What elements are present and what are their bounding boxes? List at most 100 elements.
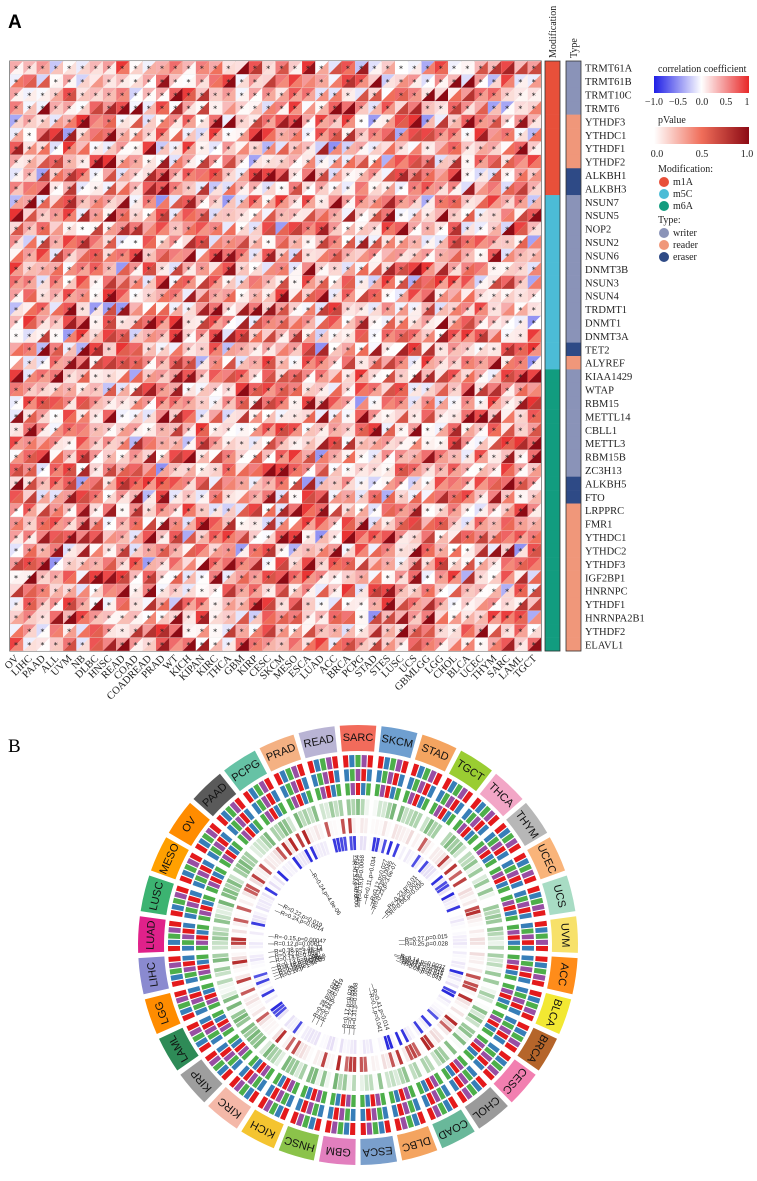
type-annotation-cell xyxy=(566,570,581,585)
heatmap-cell-cor xyxy=(302,114,316,129)
significance-star: * xyxy=(147,252,151,261)
heatmap-cell-p xyxy=(368,141,382,155)
significance-star: * xyxy=(173,386,177,395)
significance-star: * xyxy=(14,172,18,181)
significance-star: * xyxy=(279,427,283,436)
heatmap-cell-p xyxy=(487,128,502,142)
significance-star: * xyxy=(213,614,217,623)
significance-star: * xyxy=(518,413,522,422)
heatmap-cell-p xyxy=(142,114,157,129)
significance-star: * xyxy=(518,494,522,503)
significance-star: * xyxy=(346,373,350,382)
heatmap-cell-cor xyxy=(182,128,196,142)
heatmap-cell-p xyxy=(448,101,462,115)
heatmap-cell-cor xyxy=(434,168,449,182)
heatmap-cell-cor xyxy=(288,61,303,75)
type-annotation-cell xyxy=(566,382,581,397)
heatmap-cell-cor xyxy=(182,154,196,169)
significance-star: * xyxy=(27,467,31,476)
significance-star: * xyxy=(213,440,217,449)
significance-star: * xyxy=(54,185,58,194)
significance-star: * xyxy=(160,507,164,516)
significance-star: * xyxy=(187,158,191,167)
significance-star: * xyxy=(439,64,443,73)
significance-star: * xyxy=(306,520,310,529)
significance-star: * xyxy=(465,333,469,342)
significance-star: * xyxy=(94,494,98,503)
significance-star: * xyxy=(27,574,31,583)
significance-star: * xyxy=(505,601,509,610)
significance-star: * xyxy=(319,78,323,87)
significance-star: * xyxy=(412,91,416,100)
significance-star: * xyxy=(27,453,31,462)
significance-star: * xyxy=(160,440,164,449)
significance-star: * xyxy=(306,614,310,623)
significance-star: * xyxy=(41,319,45,328)
significance-star: * xyxy=(160,453,164,462)
significance-star: * xyxy=(505,266,509,275)
significance-star: * xyxy=(426,333,430,342)
significance-star: * xyxy=(426,480,430,489)
heatmap-cell-p xyxy=(102,61,117,75)
heatmap-cell-p xyxy=(474,74,488,88)
significance-star: * xyxy=(412,507,416,516)
significance-star: * xyxy=(213,359,217,368)
significance-star: * xyxy=(386,574,390,583)
heatmap-cell-cor xyxy=(381,61,395,75)
heatmap-cell-p xyxy=(142,128,157,142)
heatmap-cell-cor xyxy=(434,114,449,129)
significance-star: * xyxy=(306,413,310,422)
significance-star: * xyxy=(120,400,124,409)
significance-star: * xyxy=(187,145,191,154)
significance-star: * xyxy=(412,359,416,368)
heatmap-cell-p xyxy=(302,168,316,182)
significance-star: * xyxy=(253,359,257,368)
significance-star: * xyxy=(319,91,323,100)
significance-star: * xyxy=(386,306,390,315)
significance-star: * xyxy=(54,386,58,395)
significance-star: * xyxy=(319,333,323,342)
type-annotation-cell xyxy=(566,208,581,223)
significance-star: * xyxy=(133,427,137,436)
significance-star: * xyxy=(359,132,363,141)
significance-star: * xyxy=(27,199,31,208)
heatmap-cell-p xyxy=(222,128,236,142)
significance-star: * xyxy=(426,319,430,328)
significance-star: * xyxy=(386,64,390,73)
significance-star: * xyxy=(452,547,456,556)
heatmap-cell-p xyxy=(116,87,130,102)
significance-star: * xyxy=(27,158,31,167)
significance-star: * xyxy=(14,158,18,167)
significance-star: * xyxy=(412,64,416,73)
significance-star: * xyxy=(200,319,204,328)
significance-star: * xyxy=(532,172,536,181)
significance-star: * xyxy=(346,145,350,154)
heatmap-cell-p xyxy=(182,168,196,182)
heatmap-cell-p xyxy=(355,168,369,182)
significance-star: * xyxy=(279,520,283,529)
significance-star: * xyxy=(187,64,191,73)
heatmap-cell-cor xyxy=(368,168,382,182)
significance-star: * xyxy=(94,587,98,596)
heatmap-cell-cor xyxy=(474,114,488,129)
heatmap-cell-p xyxy=(434,74,449,88)
heatmap-cell-p xyxy=(434,114,449,129)
heatmap-cell-p xyxy=(116,114,130,129)
significance-star: * xyxy=(346,118,350,127)
heatmap-cell-p xyxy=(142,141,157,155)
heatmap-cell-cor xyxy=(10,168,24,182)
significance-star: * xyxy=(465,561,469,570)
significance-star: * xyxy=(187,587,191,596)
significance-star: * xyxy=(14,520,18,529)
heatmap-cell-p xyxy=(275,74,289,88)
heatmap-cell-p xyxy=(235,61,249,75)
significance-star: * xyxy=(266,413,270,422)
significance-star: * xyxy=(372,440,376,449)
significance-star: * xyxy=(54,91,58,100)
significance-star: * xyxy=(399,252,403,261)
significance-star: * xyxy=(465,400,469,409)
heatmap-cell-p xyxy=(102,128,117,142)
significance-star: * xyxy=(279,105,283,114)
significance-star: * xyxy=(479,78,483,87)
heatmap-cell-p xyxy=(142,101,157,115)
